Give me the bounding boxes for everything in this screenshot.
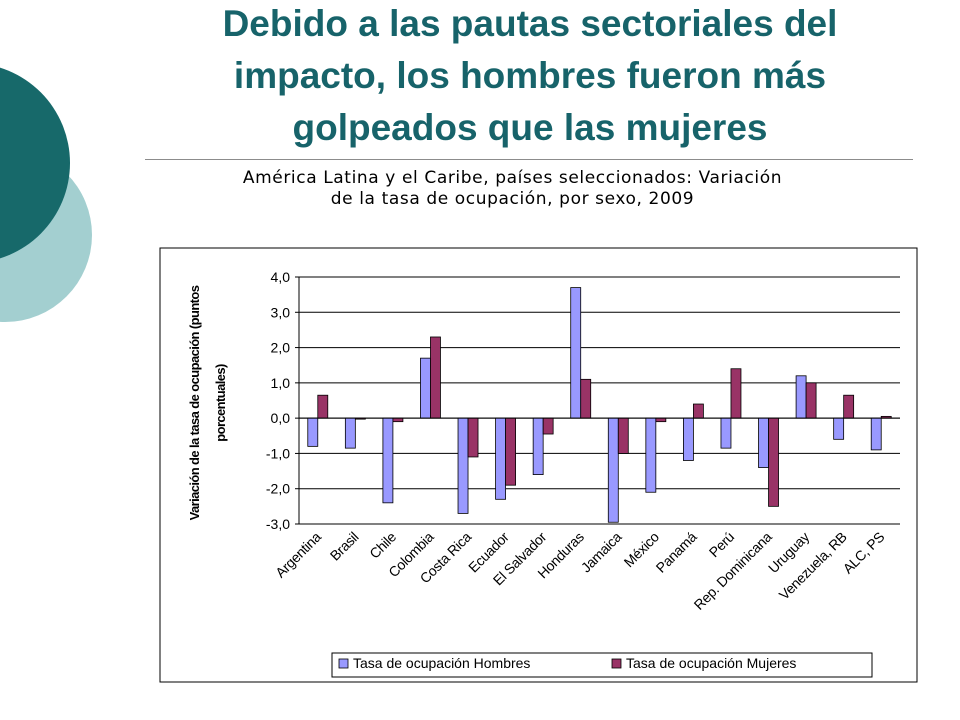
bar-mujeres [730, 368, 742, 419]
bars [307, 287, 892, 523]
bar-mujeres [655, 417, 667, 423]
bar-mujeres [617, 417, 629, 454]
y-tick-label: -1,0 [266, 445, 290, 461]
bar-mujeres [467, 417, 479, 458]
title-divider [145, 159, 913, 160]
bar-hombres [382, 417, 394, 504]
bar-mujeres [768, 417, 779, 507]
legend-label-hombres: Tasa de ocupación Hombres [353, 655, 530, 671]
bar-hombres [420, 357, 431, 419]
bar-hombres [833, 417, 845, 440]
bar-mujeres [430, 336, 441, 419]
y-tick-label: 2,0 [271, 340, 291, 356]
y-tick-label: 4,0 [271, 269, 291, 285]
chart-title: América Latina y el Caribe, países selec… [150, 168, 875, 210]
bar-hombres [870, 417, 882, 451]
bar-hombres [457, 417, 469, 514]
slide-title-line: Debido a las pautas sectoriales del [222, 3, 838, 44]
legend-swatch-hombres [338, 658, 349, 669]
bar-hombres [683, 417, 694, 461]
chart-title-line: de la tasa de ocupación, por sexo, 2009 [330, 189, 695, 209]
legend: Tasa de ocupación Hombres Tasa de ocupac… [331, 652, 873, 678]
y-tick-label: 1,0 [271, 375, 291, 391]
bar-hombres [307, 417, 319, 447]
slide-title-line: golpeados que las mujeres [292, 107, 768, 148]
bar-mujeres [392, 417, 404, 423]
dark-circle-decoration [0, 67, 70, 259]
bar-hombres [495, 417, 506, 500]
bar-hombres [532, 417, 544, 475]
y-axis-label: Variación de la tasa de ocupación (punto… [187, 285, 228, 520]
y-tick-label: 0,0 [271, 410, 291, 426]
bar-mujeres [317, 394, 329, 419]
axes [295, 276, 900, 525]
y-axis-label-line: Variación de la tasa de ocupación (punto… [187, 285, 202, 520]
bar-hombres [344, 417, 356, 449]
y-tick-label: 3,0 [271, 304, 291, 320]
bar-mujeres [805, 382, 817, 419]
slide-title: Debido a las pautas sectoriales del impa… [150, 0, 910, 154]
y-tick-label: -2,0 [266, 481, 290, 497]
bar-hombres [607, 417, 619, 523]
bar-hombres [720, 417, 732, 449]
slide-title-line: impacto, los hombres fueron más [233, 55, 827, 96]
y-tick-label: -3,0 [266, 516, 290, 532]
bar-mujeres [542, 417, 554, 435]
legend-swatch-mujeres [611, 658, 622, 669]
bar-mujeres [505, 417, 516, 486]
bar-mujeres [693, 403, 704, 419]
bar-hombres [645, 417, 657, 493]
bar-hombres [570, 287, 582, 419]
y-axis-label-line: porcentuales) [213, 364, 228, 442]
bar-mujeres [580, 378, 592, 419]
legend-label-mujeres: Tasa de ocupación Mujeres [626, 655, 796, 671]
bar-hombres [758, 417, 769, 468]
legend-box [331, 652, 873, 678]
bar-hombres [795, 375, 807, 419]
bar-mujeres [843, 394, 855, 419]
y-tick-labels: 4,0 3,0 2,0 1,0 0,0 -1,0 -2,0 -3,0 [266, 269, 290, 532]
chart-title-line: América Latina y el Caribe, países selec… [242, 168, 783, 188]
